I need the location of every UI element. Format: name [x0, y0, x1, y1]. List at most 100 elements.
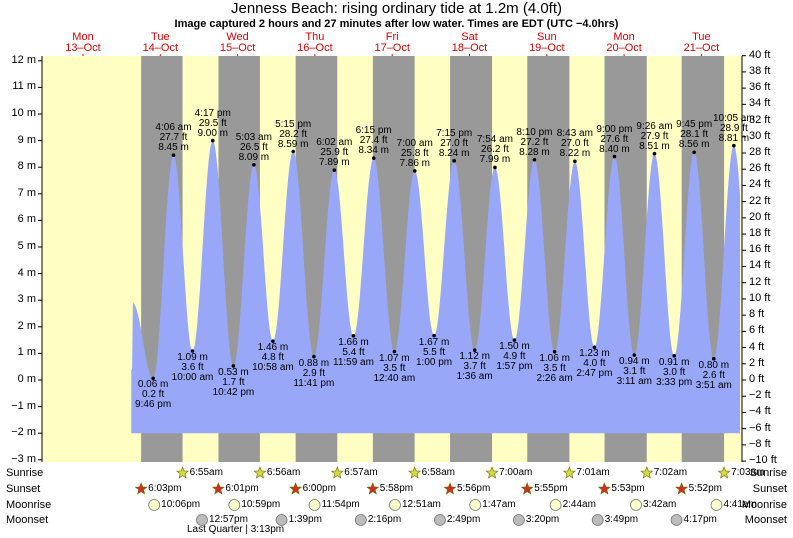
moonrise-icon: [469, 499, 482, 511]
tide-m: 8.51 m: [639, 140, 670, 152]
left-tick-label: 1 m: [17, 346, 36, 359]
left-tick-label: −2 m: [11, 426, 36, 439]
moonset-time: 4:17pm: [683, 514, 717, 525]
tide-time: 9:46 pm: [135, 399, 172, 411]
tide-point: [291, 149, 295, 154]
tide-point: [252, 163, 256, 167]
tide-time: 1:00 pm: [415, 356, 453, 368]
tide-time: 6:02 am: [316, 137, 353, 149]
tide-time: 11:59 am: [333, 356, 374, 368]
tide-point: [332, 168, 337, 172]
moonrise-time: 1:47am: [482, 499, 516, 510]
tide-m: 0.91 m: [658, 356, 690, 368]
tide-ft: 4.8 ft: [261, 352, 285, 364]
moonset-icon: [670, 514, 683, 526]
left-tick-label: 2 m: [17, 319, 36, 332]
moonset-time: 2:49pm: [446, 514, 481, 525]
left-tick-label: 0 m: [17, 373, 36, 385]
tide-point: [392, 349, 397, 354]
tide-time: 7:15 pm: [436, 127, 473, 139]
tide-m: 7.89 m: [319, 157, 350, 169]
sunset-time: 5:52pm: [688, 483, 722, 494]
low-tide-label: 0.06 m 0.2 ft 9:46 pm: [128, 380, 178, 410]
row-label-moonrise-right: Moonrise: [741, 499, 787, 511]
low-tide-label: 1.07 m 3.5 ft 12:40 am: [369, 353, 419, 384]
high-tide-label: 6:15 pm 27.4 ft 8.34 m: [349, 126, 399, 156]
tide-point: [271, 339, 275, 343]
sunrise-time: 7:01am: [576, 467, 610, 478]
low-tide-label: 1.66 m 5.4 ft 11:59 am: [328, 337, 378, 368]
tide-point: [210, 138, 215, 143]
right-tick-label: −2 ft: [749, 389, 771, 402]
tide-ft: 27.2 ft: [520, 136, 549, 148]
sunrise-icon: [176, 466, 190, 479]
high-tide-label: 5:15 pm 28.2 ft 8.59 m: [268, 119, 318, 150]
tide-ft: 25.8 ft: [400, 147, 429, 159]
tide-point: [532, 157, 537, 162]
sunrise-time: 7:00am: [499, 467, 533, 478]
tide-area: [131, 138, 741, 434]
right-tick-label: 34 ft: [749, 97, 771, 110]
right-tick-label: 22 ft: [749, 194, 771, 207]
moonset-time: 3:20pm: [525, 514, 560, 525]
left-tick-label: 9 m: [17, 133, 36, 146]
moon-phase-label: Last Quarter | 3:13pm: [187, 524, 285, 535]
tide-m: 1.46 m: [257, 342, 289, 354]
tide-point: [732, 143, 736, 148]
moonset-icon: [275, 514, 288, 526]
tide-point: [312, 354, 316, 359]
tide-ft: 26.5 ft: [239, 141, 268, 153]
row-label-moonset: Moonset: [6, 514, 49, 526]
row-label-sunrise-right: Sunrise: [749, 467, 787, 479]
moonrise-icon: [630, 499, 642, 511]
tide-ft: 5.5 ft: [422, 346, 446, 358]
right-tick-label: 6 ft: [749, 324, 765, 337]
tide-point: [190, 349, 195, 353]
tide-ft: 28.2 ft: [279, 128, 308, 140]
day-label-dow: Mon: [613, 31, 635, 43]
tide-ft: 27.9 ft: [640, 130, 669, 142]
day-label-date: 17–Oct: [374, 42, 410, 54]
left-tick-label: −3 m: [11, 452, 36, 465]
tide-m: 8.34 m: [358, 145, 389, 157]
high-tide-label: 7:54 am 26.2 ft 7.99 m: [470, 135, 520, 165]
tide-m: 7.99 m: [479, 154, 511, 166]
right-tick-label: −4 ft: [749, 405, 771, 418]
high-tide-label: 9:00 pm 27.6 ft 8.40 m: [589, 124, 639, 155]
tide-time: 9:26 am: [636, 120, 673, 132]
day-label-date: 19–Oct: [529, 42, 565, 54]
day-label-dow: Tue: [151, 31, 170, 43]
tide-point: [351, 334, 356, 338]
right-tick-label: 10 ft: [749, 291, 771, 304]
moonset-icon: [354, 514, 367, 526]
tide-time: 9:45 pm: [676, 119, 713, 131]
left-tick-label: 11 m: [12, 80, 36, 93]
tide-m: 8.28 m: [519, 146, 550, 158]
right-tick-label: 8 ft: [749, 308, 765, 321]
tide-point: [652, 151, 657, 156]
moonset-time: 12:57pm: [209, 514, 248, 525]
right-tick-label: 32 ft: [749, 113, 771, 126]
right-tick-label: 38 ft: [749, 64, 771, 77]
tide-ft: 4.0 ft: [583, 358, 606, 370]
tide-time: 3:33 pm: [656, 376, 693, 388]
low-tide-label: 1.12 m 3.7 ft 1:36 am: [450, 352, 500, 382]
low-tide-label: 0.80 m 2.6 ft 3:51 am: [689, 360, 739, 391]
left-tick-label: 10 m: [11, 107, 36, 119]
high-tide-label: 8:43 am 27.0 ft 8.22 m: [550, 129, 600, 159]
sunrise-time: 6:57am: [344, 467, 378, 478]
tide-time: 7:00 am: [396, 137, 433, 149]
tide-m: 8.24 m: [438, 147, 470, 159]
tide-ft: 27.4 ft: [359, 135, 388, 147]
moonset-icon: [591, 514, 604, 526]
right-tick-label: −8 ft: [749, 437, 771, 450]
high-tide-label: 8:10 pm 27.2 ft 8.28 m: [509, 127, 559, 158]
day-label-date: 15–Oct: [219, 42, 256, 54]
right-tick-label: 12 ft: [749, 275, 771, 288]
sunset-time: 5:56pm: [456, 483, 491, 494]
tide-m: 1.09 m: [177, 352, 208, 363]
sunset-time: 5:55pm: [534, 483, 568, 494]
high-tide-label: 4:17 pm 29.5 ft 9.00 m: [188, 108, 238, 139]
tide-ft: 27.0 ft: [560, 138, 589, 150]
